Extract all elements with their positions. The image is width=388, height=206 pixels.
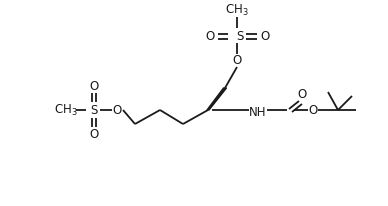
Text: NH: NH bbox=[249, 105, 267, 118]
Text: O: O bbox=[260, 29, 270, 42]
Text: O: O bbox=[205, 29, 215, 42]
Text: S: S bbox=[90, 103, 98, 117]
Text: O: O bbox=[232, 54, 242, 67]
Text: S: S bbox=[236, 29, 244, 42]
Text: O: O bbox=[89, 80, 99, 92]
Text: CH$_3$: CH$_3$ bbox=[54, 102, 78, 118]
Text: O: O bbox=[308, 103, 318, 117]
Polygon shape bbox=[207, 88, 227, 110]
Text: O: O bbox=[297, 88, 307, 101]
Text: O: O bbox=[89, 128, 99, 140]
Text: O: O bbox=[113, 103, 121, 117]
Text: CH$_3$: CH$_3$ bbox=[225, 2, 249, 18]
